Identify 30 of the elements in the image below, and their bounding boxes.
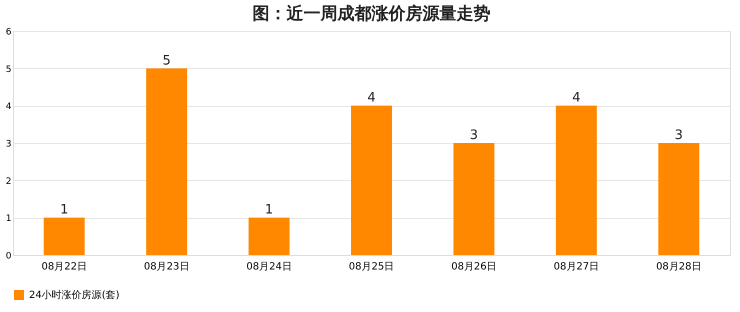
bar — [248, 218, 290, 255]
legend-label: 24小时涨价房源(套) — [29, 289, 120, 301]
y-tick-label: 2 — [6, 176, 12, 187]
x-tick-label: 08月27日 — [554, 262, 600, 272]
bar — [44, 218, 85, 255]
x-tick-label: 08月26日 — [451, 262, 497, 272]
data-label: 4 — [367, 90, 376, 106]
data-label: 1 — [60, 202, 68, 218]
y-tick-label: 1 — [6, 214, 12, 224]
data-label: 3 — [470, 128, 478, 143]
bar — [556, 106, 597, 255]
y-tick-label: 6 — [6, 28, 12, 38]
data-label: 4 — [572, 90, 580, 106]
bar — [351, 106, 392, 255]
x-tick-label: 08月24日 — [246, 262, 292, 272]
data-label: 3 — [674, 128, 683, 143]
data-label: 1 — [264, 202, 274, 218]
y-tick-label: 0 — [6, 252, 12, 262]
x-tick-label: 08月25日 — [348, 262, 394, 272]
y-tick-label: 3 — [6, 140, 12, 150]
chart-title: 图：近一周成都涨价房源量走势 — [252, 4, 490, 24]
bar — [658, 143, 700, 255]
x-tick-label: 08月22日 — [41, 262, 87, 272]
x-tick-label: 08月28日 — [656, 262, 702, 272]
y-tick-label: 4 — [6, 102, 12, 112]
y-tick-label: 5 — [6, 64, 12, 75]
bar — [453, 143, 494, 255]
bar — [146, 68, 188, 255]
data-label: 5 — [162, 53, 171, 68]
x-tick-label: 08月23日 — [144, 262, 190, 272]
